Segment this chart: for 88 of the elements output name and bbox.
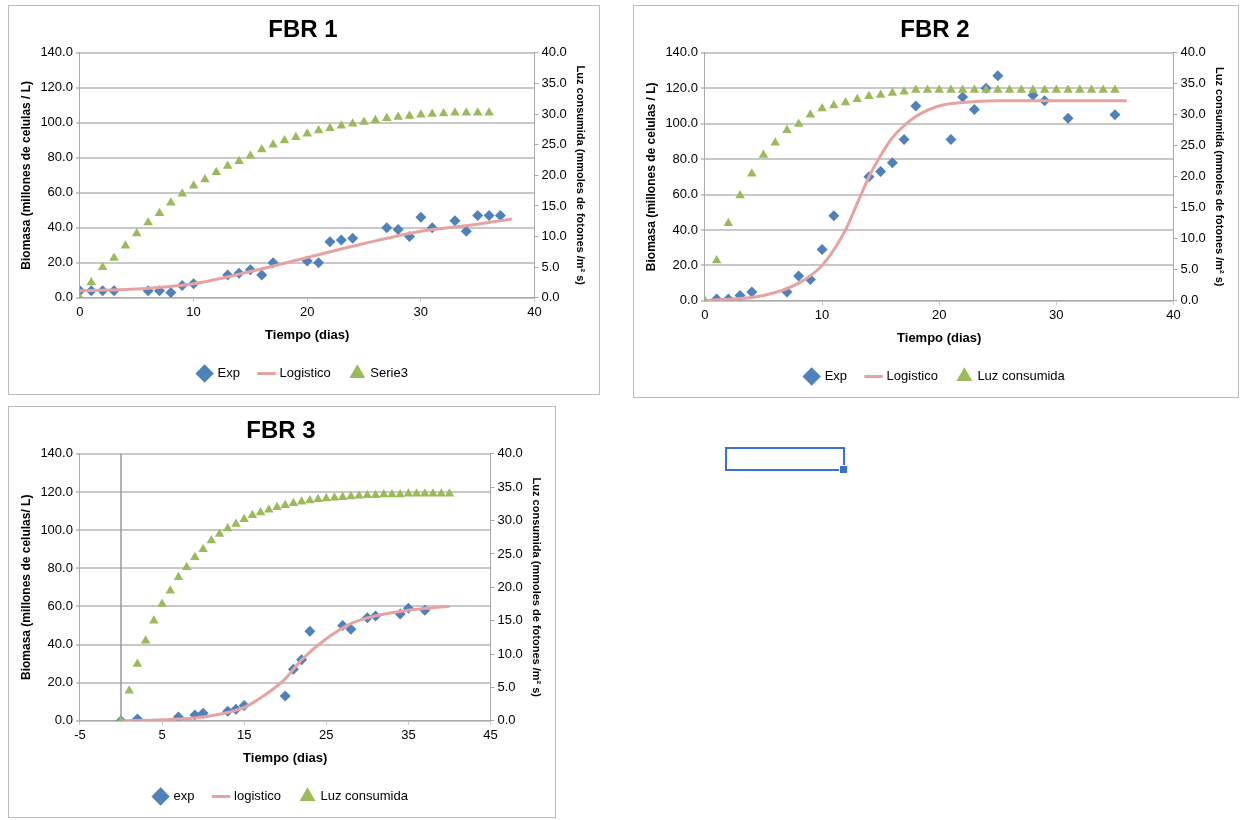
y2-tick-label: 40.0 — [541, 44, 567, 60]
x-tick-label: 45 — [483, 727, 498, 743]
y-tick-label: 0.0 — [54, 289, 73, 305]
y-axis-title: Biomasa (millones de celulas/ L) — [18, 494, 33, 680]
y2-tick-label: 30.0 — [1180, 106, 1206, 122]
y-tick-label: 40.0 — [47, 219, 73, 235]
y-tick-label: 60.0 — [47, 597, 73, 613]
y2-tick-label: 15.0 — [1180, 199, 1206, 215]
x-axis-title: Tiempo (dias) — [265, 326, 350, 342]
chart-title: FBR 3 — [246, 416, 316, 444]
y-tick-label: 120.0 — [665, 79, 698, 95]
y2-axis-title: Luz consumida (mmoles de fotones /m² s) — [575, 65, 588, 286]
y-axis-title: Biomasa (millones de celulas / L) — [18, 80, 33, 270]
y2-tick-label: 15.0 — [497, 612, 523, 628]
y-tick-label: 80.0 — [672, 150, 698, 166]
legend-label: Exp — [824, 368, 848, 384]
y-tick-label: 0.0 — [679, 292, 698, 308]
y-tick-label: 120.0 — [40, 483, 73, 499]
legend-label: Luz consumida — [977, 368, 1066, 384]
x-tick-label: -5 — [74, 727, 86, 743]
y2-tick-label: 35.0 — [497, 478, 523, 494]
x-tick-label: 25 — [319, 727, 334, 743]
y2-tick-label: 5.0 — [497, 679, 516, 694]
y2-tick-label: 35.0 — [541, 75, 567, 90]
y-tick-label: 100.0 — [40, 521, 73, 537]
y2-tick-label: 40.0 — [497, 445, 523, 461]
x-tick-label: 5 — [158, 727, 166, 743]
y2-tick-label: 25.0 — [497, 545, 523, 561]
y2-tick-label: 35.0 — [1180, 75, 1206, 91]
x-axis-title: Tiempo (dias) — [243, 749, 328, 765]
y2-tick-label: 25.0 — [541, 136, 567, 152]
y-tick-label: 20.0 — [672, 256, 698, 272]
x-tick-label: 40 — [1166, 307, 1181, 323]
x-tick-label: 35 — [401, 727, 416, 743]
legend-label: Logistico — [886, 368, 938, 384]
x-tick-label: 20 — [931, 307, 947, 323]
y2-tick-label: 0.0 — [497, 712, 516, 728]
y-tick-label: 140.0 — [665, 44, 698, 60]
y-tick-label: 60.0 — [672, 186, 698, 202]
x-tick-label: 30 — [1049, 307, 1064, 323]
y2-tick-label: 15.0 — [541, 197, 567, 213]
y2-tick-label: 20.0 — [541, 166, 567, 182]
y2-tick-label: 10.0 — [541, 228, 567, 244]
x-axis-title: Tiempo (dias) — [897, 329, 982, 345]
legend-label: Exp — [217, 365, 241, 381]
y2-tick-label: 30.0 — [497, 512, 523, 528]
y2-tick-label: 10.0 — [1180, 230, 1206, 246]
y-tick-label: 140.0 — [40, 445, 73, 461]
y-tick-label: 100.0 — [40, 114, 73, 130]
y-tick-label: 80.0 — [47, 559, 73, 575]
y2-tick-label: 20.0 — [1180, 168, 1206, 184]
x-tick-label: 10 — [186, 304, 201, 320]
y-tick-label: 0.0 — [54, 712, 73, 728]
y-tick-label: 120.0 — [40, 79, 73, 95]
y2-axis-title: Luz consumida (mmoles de fotones /m² s) — [1214, 67, 1227, 287]
y2-tick-label: 10.0 — [497, 645, 523, 661]
y-tick-label: 20.0 — [47, 674, 73, 690]
y2-tick-label: 20.0 — [497, 578, 523, 594]
x-tick-label: 0 — [76, 304, 84, 320]
y2-tick-label: 30.0 — [541, 105, 567, 121]
y-tick-label: 60.0 — [47, 184, 73, 200]
y2-tick-label: 5.0 — [1180, 261, 1199, 277]
x-tick-label: 30 — [413, 304, 429, 320]
y2-axis-title: Luz consumida (mmoles de fotones /m² s) — [531, 477, 544, 698]
x-tick-label: 10 — [814, 307, 830, 323]
y2-tick-label: 40.0 — [1180, 44, 1206, 60]
x-tick-label: 15 — [236, 727, 252, 743]
y-tick-label: 80.0 — [47, 149, 73, 165]
legend-label: Serie3 — [370, 365, 408, 381]
legend-label: logistico — [234, 788, 281, 804]
y2-tick-label: 5.0 — [541, 258, 560, 274]
y-tick-label: 40.0 — [672, 221, 698, 237]
legend-label: exp — [173, 788, 195, 804]
y2-tick-label: 25.0 — [1180, 137, 1206, 153]
y-tick-label: 20.0 — [47, 254, 73, 270]
chart-title: FBR 1 — [268, 15, 338, 43]
x-tick-label: 0 — [701, 307, 709, 323]
x-tick-label: 40 — [527, 304, 542, 320]
y2-tick-label: 0.0 — [541, 289, 560, 305]
x-tick-label: 20 — [299, 304, 315, 320]
y2-tick-label: 0.0 — [1180, 292, 1199, 308]
legend-label: Logistico — [279, 365, 331, 381]
y-tick-label: 40.0 — [47, 636, 73, 652]
y-tick-label: 140.0 — [40, 44, 73, 60]
y-axis-title: Biomasa (millones de celulas / L) — [643, 82, 658, 272]
y-tick-label: 100.0 — [665, 115, 698, 131]
legend-label: Luz consumida — [320, 788, 409, 804]
chart-title: FBR 2 — [900, 15, 970, 43]
